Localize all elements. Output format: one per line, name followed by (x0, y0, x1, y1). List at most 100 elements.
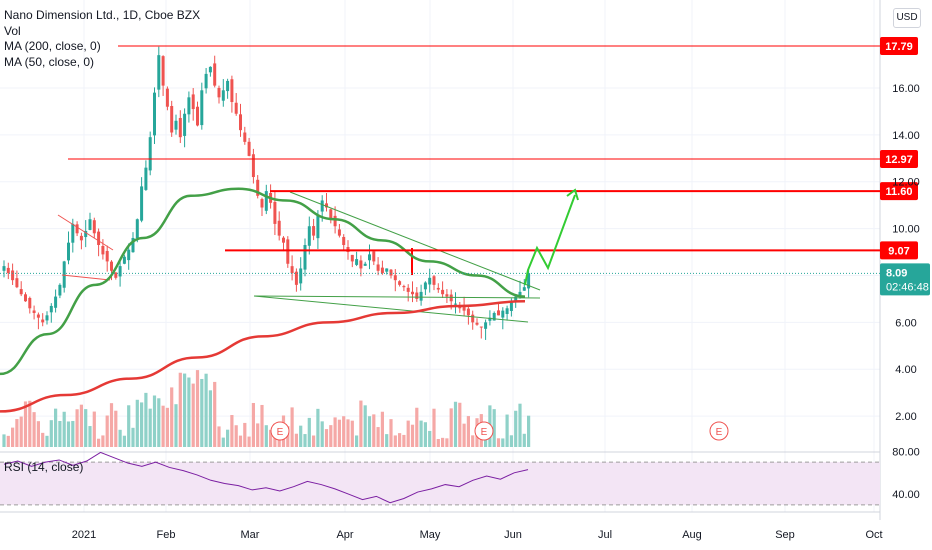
volume-bar (428, 430, 432, 447)
volume-bar (350, 420, 354, 447)
candle-body (423, 282, 427, 290)
volume-bar (436, 438, 440, 447)
volume-bar (286, 426, 290, 447)
candle-body (522, 287, 526, 291)
volume-bar (11, 427, 15, 447)
volume-bar (88, 426, 92, 447)
volume-bar (135, 399, 139, 447)
price-tick-label: 4.00 (895, 364, 916, 376)
volume-bar (445, 438, 449, 447)
volume-bar (294, 433, 298, 447)
price-tick-label: 2.00 (895, 411, 916, 423)
volume-bar (238, 435, 243, 447)
candle-body (226, 80, 230, 92)
last-price-tag (880, 263, 930, 296)
candle-body (260, 199, 264, 208)
candle-body (518, 291, 522, 296)
volume-bar (32, 412, 36, 447)
symbol-title[interactable]: Nano Dimension Ltd., 1D, Cboe BZX (4, 8, 201, 22)
candle-body (350, 254, 354, 262)
volume-bar (230, 415, 234, 447)
volume-bar (140, 402, 144, 447)
time-tick-label: Sep (775, 529, 795, 541)
candle-body (312, 226, 316, 236)
candle-body (428, 277, 432, 285)
candle-body (92, 220, 96, 234)
volume-bar (471, 435, 475, 447)
volume-bar (183, 373, 187, 447)
earnings-marker (270, 421, 290, 441)
volume-bar (320, 421, 324, 447)
volume-bar (144, 392, 148, 447)
volume-bar (127, 405, 131, 447)
candle-body (282, 237, 285, 243)
volume-bar (54, 408, 58, 447)
volume-bar (148, 408, 152, 447)
candle-body (484, 322, 488, 329)
volume-bar (6, 435, 10, 447)
candle-body (286, 239, 290, 264)
candle-body (462, 306, 466, 311)
volume-bar (170, 387, 174, 447)
candle-body (264, 191, 268, 211)
level-price-tag (880, 182, 918, 201)
volume-bar (152, 395, 157, 447)
volume-bar (312, 435, 316, 447)
volume-bar (75, 409, 79, 447)
volume-bar (316, 408, 320, 447)
volume-bar (200, 378, 204, 447)
volume-bar (367, 416, 372, 447)
candle-body (368, 254, 371, 261)
candle-body (67, 242, 70, 261)
trend-line (57, 214, 114, 251)
volume-bar (260, 404, 264, 447)
currency-button[interactable]: USD (893, 8, 921, 28)
volume-bar (62, 411, 66, 447)
earnings-marker (474, 421, 494, 441)
volume-bar (19, 416, 23, 447)
volume-bar (178, 372, 182, 447)
volume-bar (114, 410, 118, 447)
volume-bar (131, 427, 135, 447)
time-axis: 2021 Feb Mar Apr May Jun Jul Aug Sep Oct (72, 529, 883, 541)
level-price-tag (880, 37, 918, 56)
candlesticks (2, 46, 531, 340)
volume-bar (277, 435, 281, 447)
volume-bar (505, 414, 509, 447)
trend-line (253, 295, 529, 323)
price-tick-label: 12.00 (892, 177, 920, 189)
candle-body (514, 296, 518, 302)
candle-body (385, 268, 389, 272)
volume-bar (527, 415, 531, 447)
volume-bar (423, 422, 427, 447)
ma200-label[interactable]: MA (200, close, 0) (4, 39, 101, 53)
volume-bar (509, 435, 513, 447)
earnings-marker-label: E (277, 427, 284, 438)
volume-bar (329, 425, 333, 447)
time-tick-label: Jun (504, 529, 522, 541)
candle-body (183, 113, 187, 136)
candle-body (509, 301, 513, 311)
horizontal-levels (0, 45, 880, 286)
volume-bar (92, 411, 96, 447)
time-tick-label: Oct (865, 529, 882, 541)
candle-body (419, 291, 423, 301)
ma50-label[interactable]: MA (50, close, 0) (4, 54, 95, 69)
candle-body (208, 66, 212, 73)
price-tick-label: 14.00 (892, 130, 920, 142)
candle-body (148, 137, 152, 171)
volume-bar (389, 419, 393, 447)
rsi-label[interactable]: RSI (14, close) (4, 460, 84, 474)
volume-bar (346, 419, 350, 447)
vol-label[interactable]: Vol (4, 23, 21, 38)
volume-bar (157, 398, 161, 447)
volume-bar (243, 422, 247, 447)
candle-body (445, 294, 449, 297)
candle-body (402, 286, 406, 288)
volume-bar (71, 420, 75, 447)
volume-bar (204, 373, 208, 447)
time-tick-label: Jul (598, 529, 612, 541)
candle-body (122, 256, 126, 264)
candle-body (230, 79, 234, 103)
